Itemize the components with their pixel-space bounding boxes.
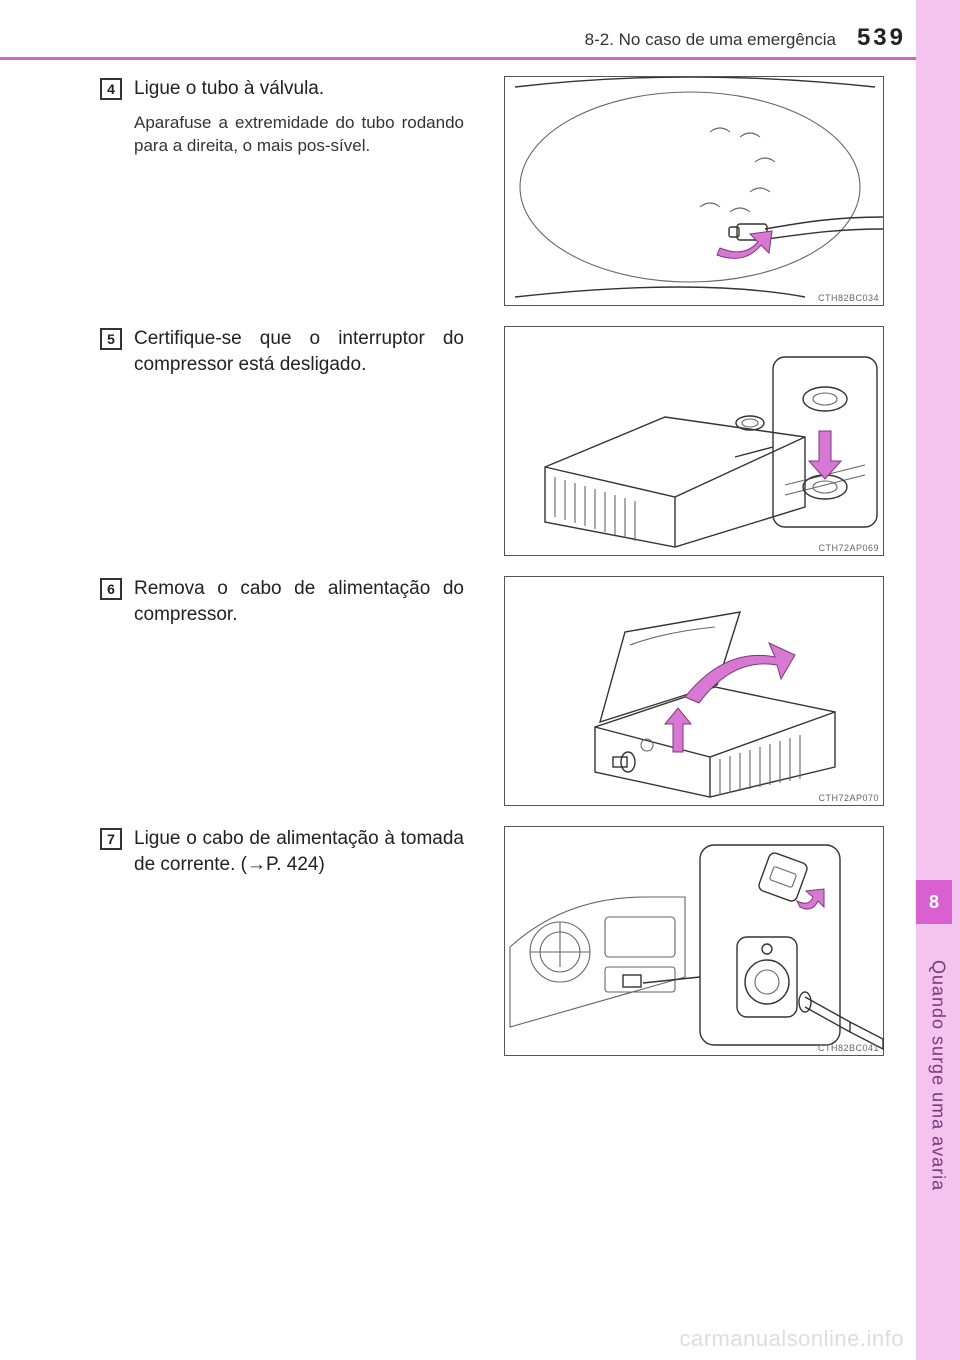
figure-compressor-cable: CTH72AP070: [504, 576, 884, 806]
sidebar: 8 Quando surge uma avaria: [916, 0, 960, 1360]
step-title: Remova o cabo de alimentação do compress…: [134, 576, 464, 627]
figure-tire-valve: CTH82BC034: [504, 76, 884, 306]
step-text: Remova o cabo de alimentação do compress…: [134, 576, 464, 627]
figure-code: CTH82BC034: [818, 293, 879, 303]
step: 4 Ligue o tubo à válvula. Aparafuse a ex…: [100, 76, 884, 306]
step-title: Ligue o tubo à válvula.: [134, 76, 464, 102]
step-text: Ligue o cabo de alimentação à tomada de …: [134, 826, 464, 877]
page-number: 539: [857, 24, 906, 52]
step: 7 Ligue o cabo de alimentação à tomada d…: [100, 826, 884, 1056]
figure-code: CTH72AP070: [818, 793, 879, 803]
step-text: Certifique-se que o interruptor do compr…: [134, 326, 464, 377]
watermark: carmanualsonline.info: [679, 1326, 904, 1352]
step-subtext: Aparafuse a extremidade do tubo rodando …: [134, 112, 464, 158]
step-number-box: 7: [100, 828, 122, 850]
figure-code: CTH82BC041: [818, 1043, 879, 1053]
chapter-tab: 8: [916, 880, 952, 924]
step: 5 Certifique-se que o interruptor do com…: [100, 326, 884, 556]
step-text: Ligue o tubo à válvula. Aparafuse a extr…: [134, 76, 464, 158]
page-header: 8-2. No caso de uma emergência 539: [0, 30, 916, 60]
step-title: Certifique-se que o interruptor do compr…: [134, 326, 464, 377]
content-area: 4 Ligue o tubo à válvula. Aparafuse a ex…: [100, 76, 884, 1320]
figure-code: CTH72AP069: [818, 543, 879, 553]
section-label: 8-2. No caso de uma emergência: [585, 30, 836, 50]
figure-compressor-switch: CTH72AP069: [504, 326, 884, 556]
step: 6 Remova o cabo de alimentação do compre…: [100, 576, 884, 806]
step-number-box: 4: [100, 78, 122, 100]
chapter-vertical-label: Quando surge uma avaria: [928, 960, 949, 1191]
figure-power-socket: CTH82BC041: [504, 826, 884, 1056]
step-number-box: 5: [100, 328, 122, 350]
step-title: Ligue o cabo de alimentação à tomada de …: [134, 826, 464, 877]
step-number-box: 6: [100, 578, 122, 600]
